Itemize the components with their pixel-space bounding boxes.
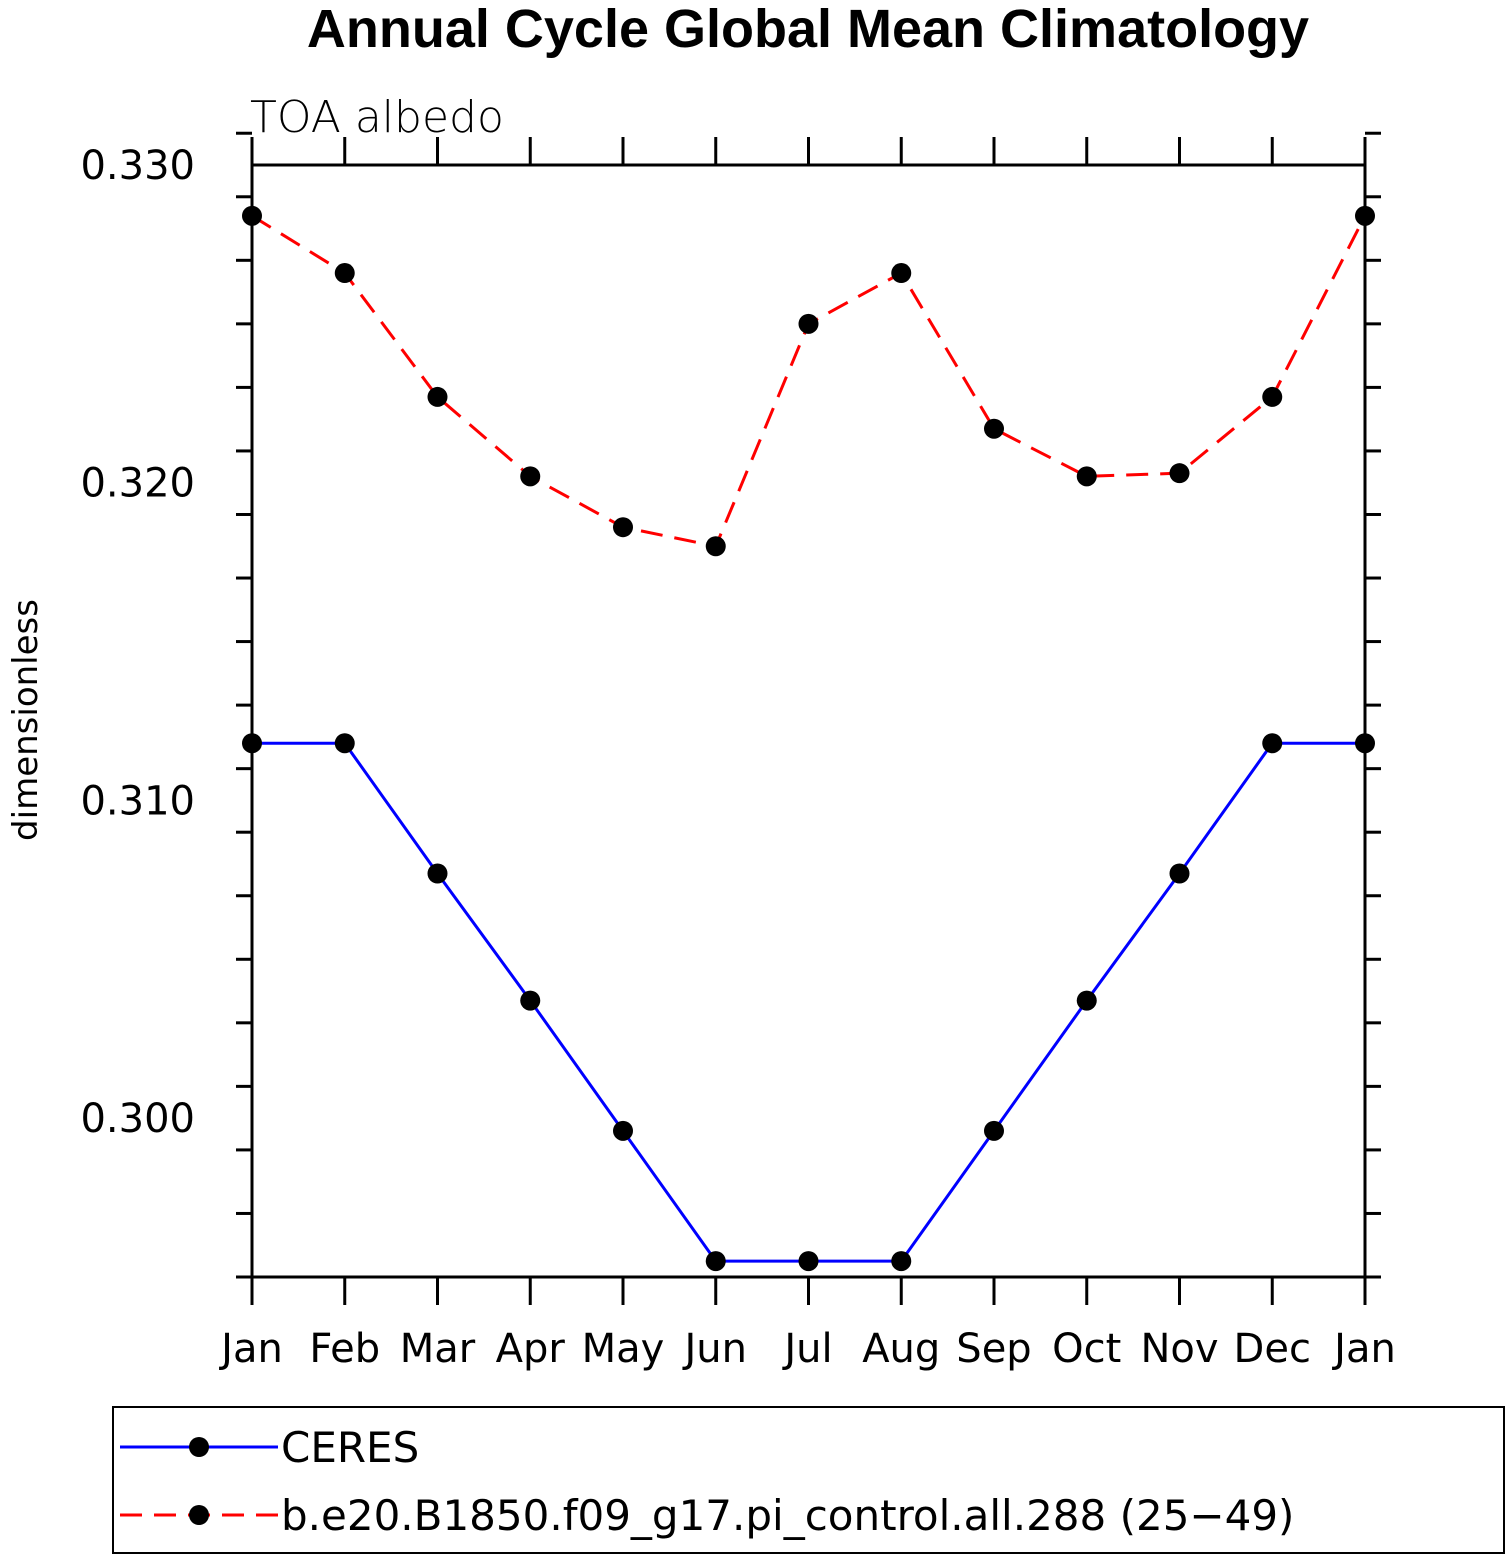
x-tick-label: Nov	[1140, 1326, 1218, 1372]
legend-marker-1	[189, 1505, 209, 1525]
series-1-point	[613, 517, 633, 538]
series-1-point	[520, 466, 541, 487]
series-0-point	[334, 733, 355, 754]
x-tick-label: Oct	[1052, 1326, 1121, 1372]
series-0-point	[520, 990, 541, 1011]
series-1-point	[891, 263, 912, 284]
series-0-point	[891, 1251, 912, 1272]
legend-label-1: b.e20.B1850.f09_g17.pi_control.all.288 (…	[281, 1491, 1294, 1540]
series-line-0	[252, 741, 1365, 1263]
series-0-point	[427, 863, 448, 884]
legend-label-0: CERES	[281, 1423, 419, 1472]
legend-marker-0	[189, 1437, 209, 1457]
series-0-point	[798, 1251, 819, 1272]
series-1-point	[1355, 205, 1375, 226]
series-line-1	[251, 214, 1367, 548]
series-1-point	[705, 536, 726, 557]
y-tick-label: 0.330	[80, 143, 195, 189]
series-1-point	[242, 205, 262, 226]
x-tick-label: Jan	[1331, 1326, 1396, 1372]
chart-title: Annual Cycle Global Mean Climatology	[307, 0, 1309, 59]
series-0-point	[1262, 733, 1283, 754]
series-1-point	[1169, 463, 1190, 484]
x-tick-label: Dec	[1234, 1326, 1311, 1372]
legend: CERES b.e20.B1850.f09_g17.pi_control.all.…	[112, 1406, 1505, 1554]
series-0-point	[705, 1251, 726, 1272]
series-1-point	[1076, 466, 1097, 487]
series-0-point	[242, 733, 262, 754]
x-tick-label: Sep	[956, 1326, 1031, 1372]
series-1-point	[427, 386, 448, 407]
x-tick-label: May	[582, 1326, 665, 1372]
series-1-point	[1262, 386, 1283, 407]
y-tick-label: 0.310	[80, 778, 195, 824]
series-1-point	[334, 263, 355, 284]
x-tick-label: Aug	[862, 1326, 940, 1372]
series-1-point	[984, 418, 1004, 439]
y-tick-label: 0.300	[80, 1096, 195, 1142]
chart-subtitle: TOA albedo	[250, 92, 504, 143]
plot-area: Jan Feb Mar Apr May Jun Jul Aug Sep Oct Nov Dec Jan 0…	[80, 131, 1396, 1372]
y-tick-label: 0.320	[80, 461, 195, 507]
y-axis-label: dimensionless	[6, 599, 46, 841]
legend-box	[112, 1406, 1505, 1554]
x-tick-label: Jan	[218, 1326, 283, 1372]
series-0-point	[613, 1120, 633, 1141]
series-0-point	[1355, 733, 1375, 754]
x-tick-label: Mar	[400, 1326, 476, 1372]
series-1-point	[798, 313, 819, 334]
x-tick-label: Feb	[309, 1326, 380, 1372]
x-tick-label: Apr	[496, 1326, 566, 1372]
x-tick-label: Jun	[682, 1326, 748, 1372]
series-0-point	[1169, 863, 1190, 884]
series-0-point	[1076, 990, 1097, 1011]
x-tick-label: Jul	[781, 1326, 832, 1372]
series-0-point	[984, 1120, 1004, 1141]
